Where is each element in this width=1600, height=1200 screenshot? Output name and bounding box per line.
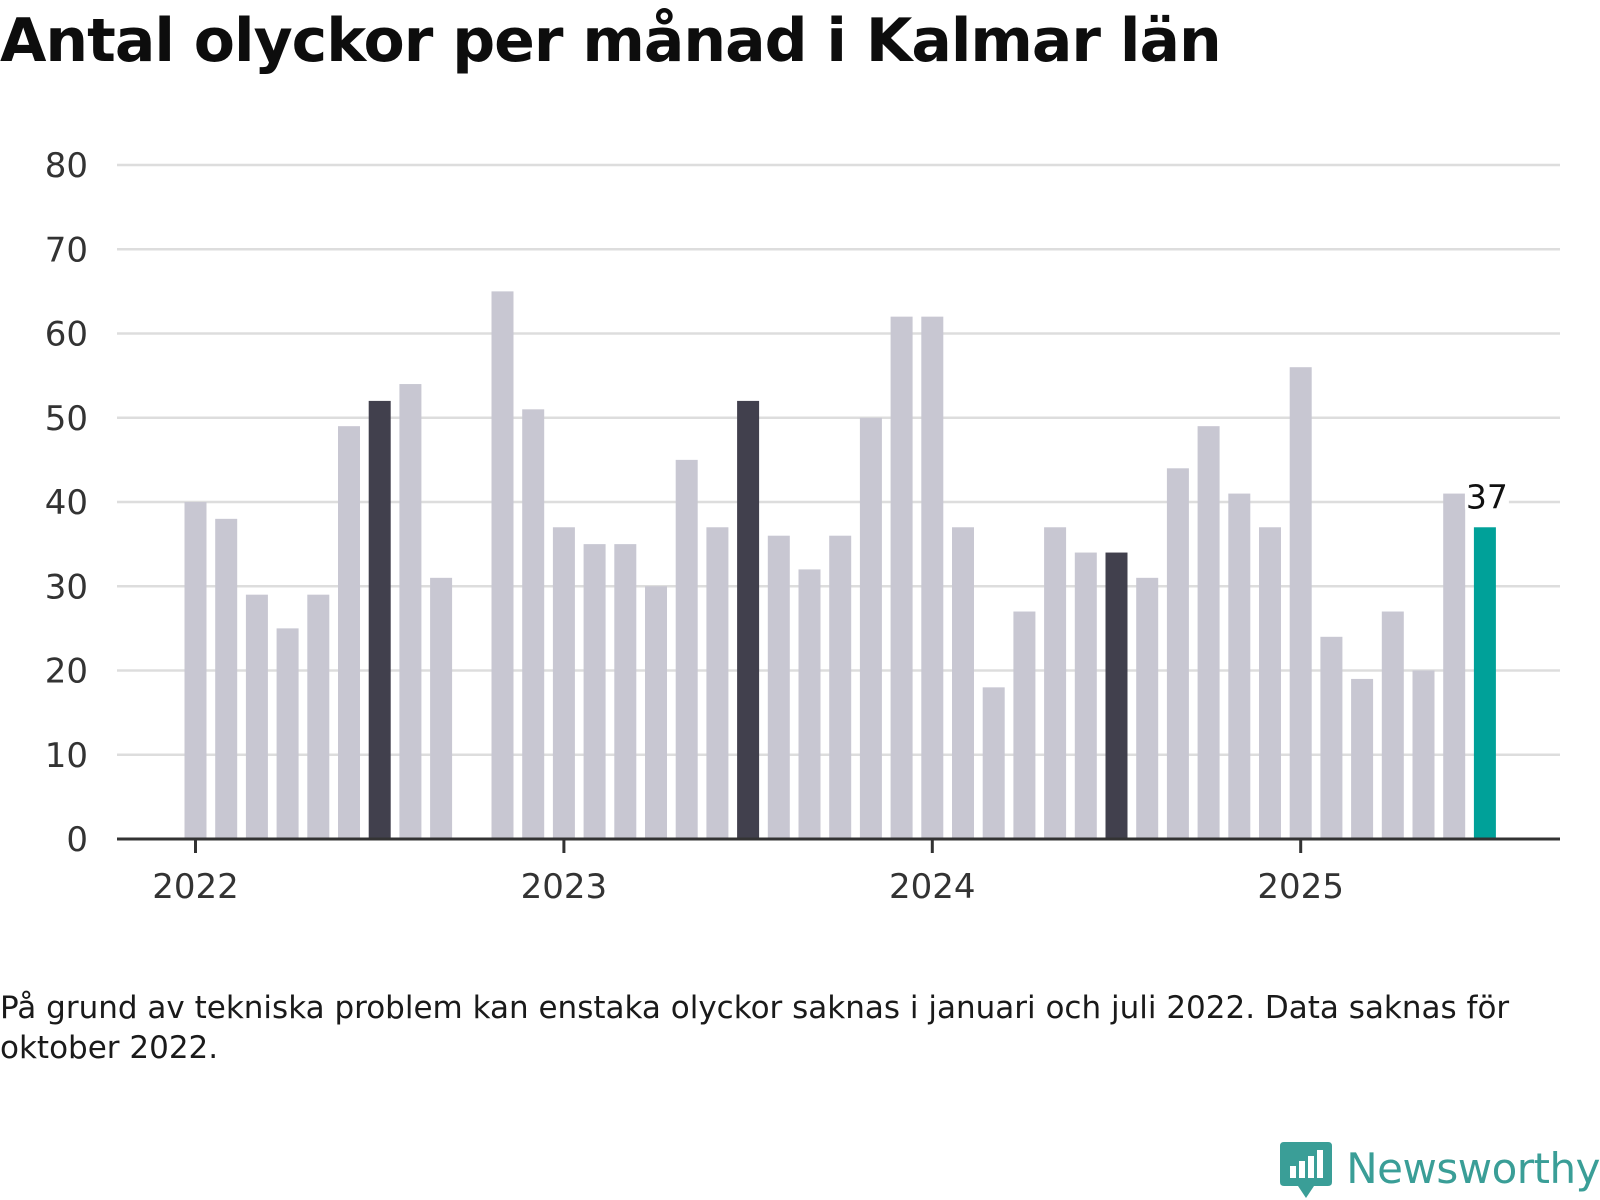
bar-2024-04 [1013,611,1036,839]
bar-2023-04 [645,586,667,839]
y-tick-label: 60 [45,315,88,355]
footnote: På grund av tekniska problem kan enstaka… [0,990,1510,1066]
bar-2023-03 [614,544,637,839]
value-label: 37 [1466,477,1508,516]
bar-2023-11 [859,417,882,839]
y-tick-label: 50 [45,399,88,439]
annotations: 37 [1464,477,1509,516]
x-tick-label: 2024 [889,867,976,907]
bar-2022-06 [338,426,360,839]
y-tick-label: 0 [66,820,88,860]
bar-2023-06 [706,527,729,839]
bar-2023-07 [737,400,760,839]
bar-2022-11 [491,291,514,839]
newsworthy-logo: Newsworthy [1280,1140,1600,1200]
bar-2025-05 [1412,670,1435,839]
y-tick-label: 10 [45,736,88,776]
newsworthy-logo-icon [1280,1142,1333,1198]
brand-name: Newsworthy [1346,1144,1600,1193]
bar-2024-09 [1166,468,1189,839]
x-tick-label: 2025 [1257,867,1344,907]
bar-2025-01 [1289,367,1312,839]
y-axis-ticks: 0 10 20 30 40 50 60 70 80 [45,146,88,860]
bar-2024-12 [1259,527,1281,839]
bar-2025-02 [1320,636,1343,839]
bar-2022-03 [245,594,268,839]
bar-2022-08 [399,384,422,839]
bar-2022-02 [215,518,238,839]
bar-chart: 0 10 20 30 40 50 60 70 80 2022 2023 2024 2025 37 [45,146,1560,907]
x-tick-label: 2022 [152,867,239,907]
bar-2025-03 [1351,678,1374,839]
bar-2023-09 [798,569,821,839]
bar-2022-12 [522,409,545,839]
bar-2024-08 [1136,577,1159,839]
bar-2024-02 [952,527,974,839]
bar-2023-10 [829,535,852,839]
bar-2024-07 [1105,552,1128,839]
bar-2024-11 [1228,493,1251,839]
bar-2024-05 [1044,527,1067,839]
bar-2025-06 [1443,493,1466,839]
bar-2024-03 [982,687,1005,839]
bar-2023-12 [890,316,913,839]
bar-2023-08 [767,535,790,839]
chart-title: Antal olyckor per månad i Kalmar län [0,6,1222,76]
bar-2023-01 [552,527,575,839]
bar-2024-06 [1074,552,1097,839]
bar-2022-05 [307,594,330,839]
x-axis-ticks: 2022 2023 2024 2025 [152,839,1344,907]
y-tick-label: 70 [45,230,88,270]
bars [184,291,1496,839]
value-label-background [1464,479,1509,514]
y-tick-label: 30 [45,567,88,607]
bar-2024-01 [921,316,944,839]
y-tick-label: 40 [45,483,88,523]
bar-2023-02 [583,544,606,839]
y-tick-label: 20 [45,652,88,692]
bar-2024-10 [1197,426,1220,839]
bar-2023-05 [675,459,698,839]
bar-2025-04 [1381,611,1404,839]
bar-2022-09 [430,577,453,839]
bar-2022-07 [368,400,391,839]
y-tick-label: 80 [45,146,88,186]
x-tick-label: 2023 [521,867,608,907]
bar-2025-07 [1473,527,1496,839]
bar-2022-01 [184,502,207,839]
bar-2022-04 [276,628,299,839]
